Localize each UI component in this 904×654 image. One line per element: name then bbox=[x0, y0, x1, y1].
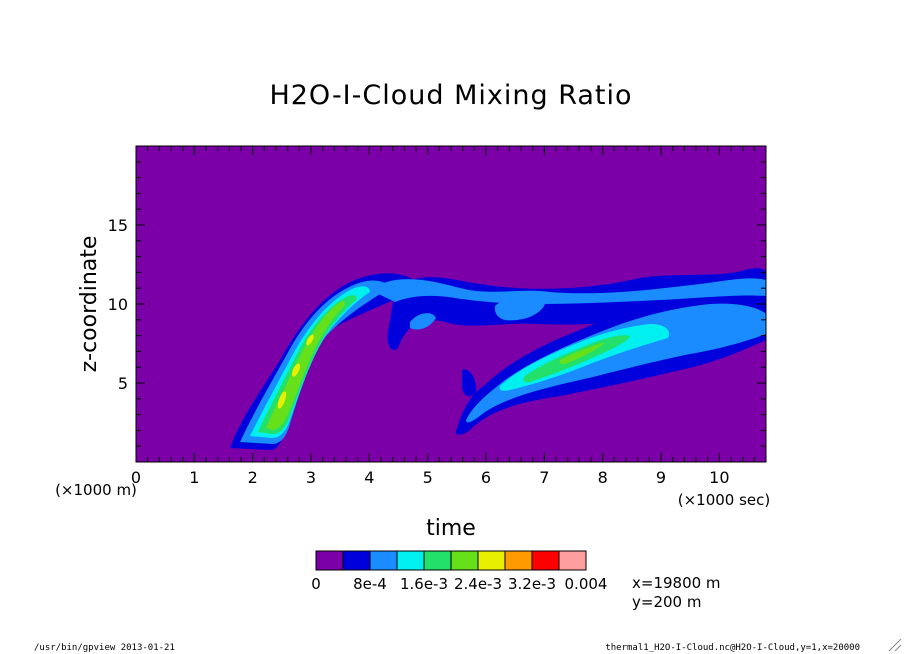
contour-second-plume-tip-l1 bbox=[462, 369, 477, 397]
footer-right: thermal1_H2O-I-Cloud.nc@H2O-I-Cloud,y=1,… bbox=[605, 643, 860, 653]
contour-peak-3 bbox=[306, 334, 314, 346]
colorbar-swatch bbox=[423, 550, 452, 571]
x-axis-label: time bbox=[426, 516, 476, 541]
footer-left: /usr/bin/gpview 2013-01-21 bbox=[34, 643, 175, 653]
y-axis-unit: (×1000 m) bbox=[55, 481, 137, 499]
coord-y: y=200 m bbox=[632, 593, 701, 611]
x-tick-label: 9 bbox=[656, 468, 666, 487]
contour-features bbox=[230, 268, 766, 450]
contour-small-blob-l2 bbox=[494, 298, 545, 321]
y-tick-label: 15 bbox=[108, 216, 128, 235]
colorbar-label: 2.4e-3 bbox=[454, 575, 502, 593]
x-tick-label: 7 bbox=[539, 468, 549, 487]
x-tick-label: 6 bbox=[481, 468, 491, 487]
colorbar-label: 1.6e-3 bbox=[400, 575, 448, 593]
coord-x: x=19800 m bbox=[632, 574, 721, 592]
colorbar: 0 8e-4 1.6e-3 2.4e-3 3.2e-3 0.004 bbox=[311, 550, 608, 593]
x-tick-label: 8 bbox=[598, 468, 608, 487]
colorbar-swatch bbox=[558, 550, 587, 571]
colorbar-label: 8e-4 bbox=[353, 575, 387, 593]
x-tick-label: 2 bbox=[248, 468, 258, 487]
y-axis-label: z-coordinate bbox=[77, 236, 102, 373]
x-tick-label: 5 bbox=[423, 468, 433, 487]
contour-peak-2 bbox=[291, 363, 301, 377]
colorbar-swatch bbox=[477, 550, 506, 571]
contour-small-blob-2-l2 bbox=[410, 313, 436, 330]
colorbar-label: 3.2e-3 bbox=[508, 575, 556, 593]
contour-second-plume-l2 bbox=[466, 303, 766, 423]
x-tick-label: 1 bbox=[189, 468, 199, 487]
x-axis-unit: (×1000 sec) bbox=[678, 491, 771, 509]
x-tick-label: 10 bbox=[709, 468, 729, 487]
colorbar-swatch bbox=[531, 550, 560, 571]
colorbar-swatch bbox=[396, 550, 425, 571]
colorbar-swatch bbox=[369, 550, 398, 571]
colorbar-swatch bbox=[504, 550, 533, 571]
colorbar-label: 0.004 bbox=[565, 575, 608, 593]
axes: 0 1 2 3 4 5 6 7 8 9 10 5 10 15 bbox=[108, 146, 767, 487]
x-tick-label: 4 bbox=[364, 468, 374, 487]
x-tick-label: 0 bbox=[131, 468, 141, 487]
colorbar-swatch bbox=[342, 550, 371, 571]
contour-second-plume-l5 bbox=[559, 342, 605, 365]
colorbar-label: 0 bbox=[311, 575, 321, 593]
contour-upper-layer-l2 bbox=[370, 278, 766, 304]
chart-title: H2O-I-Cloud Mixing Ratio bbox=[269, 80, 632, 111]
colorbar-swatch bbox=[450, 550, 479, 571]
y-tick-label: 10 bbox=[108, 295, 128, 314]
resize-grip-icon[interactable] bbox=[888, 638, 902, 652]
contour-peak-1 bbox=[277, 391, 287, 409]
x-tick-label: 3 bbox=[306, 468, 316, 487]
colorbar-swatch bbox=[315, 550, 344, 571]
y-tick-label: 5 bbox=[118, 374, 128, 393]
